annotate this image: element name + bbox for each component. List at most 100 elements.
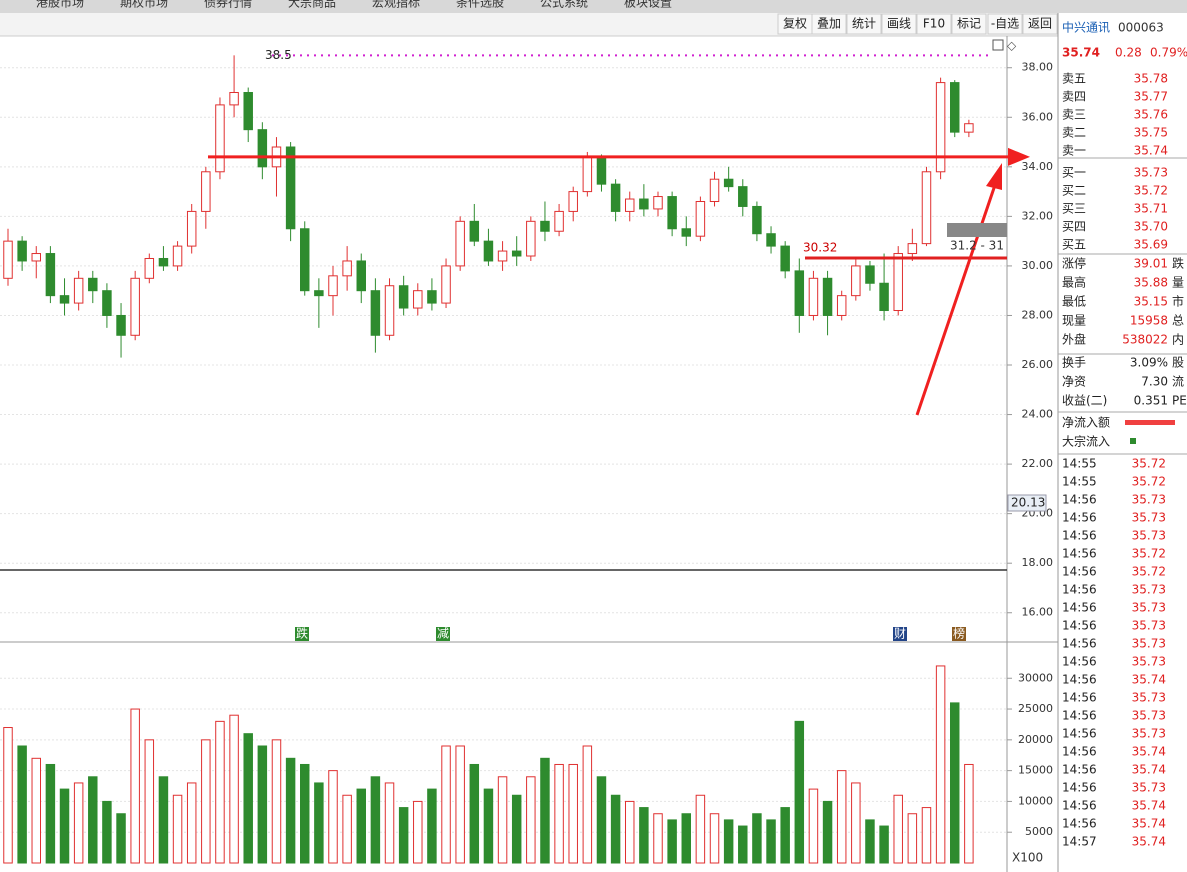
stat-value: 15958	[1130, 314, 1168, 328]
y-tick-label: 34.00	[1022, 160, 1054, 173]
menu-item[interactable]: 港股市场	[36, 0, 84, 10]
volume-bar	[554, 763, 564, 864]
volume-bar	[144, 739, 155, 864]
candle-body	[766, 233, 776, 247]
book-label: 卖五	[1062, 72, 1086, 86]
toolbar-label[interactable]: 统计	[852, 17, 876, 31]
volume-bar	[907, 813, 918, 864]
volume-bar	[201, 739, 211, 864]
candle-body	[540, 220, 550, 232]
book-price: 35.71	[1134, 202, 1168, 216]
stat-label: 外盘	[1062, 332, 1086, 347]
volume-bar	[328, 770, 338, 864]
candle-body	[384, 285, 395, 336]
menu-item[interactable]: 债券行情	[204, 0, 252, 10]
y-tick-label: 10000	[1018, 794, 1053, 807]
tick-price: 35.73	[1132, 709, 1166, 723]
change-pct: 0.79%	[1150, 46, 1187, 60]
event-label[interactable]: 跌	[296, 626, 308, 641]
tick-price: 35.73	[1132, 655, 1166, 669]
menu-item[interactable]: 公式系统	[540, 0, 588, 10]
tick-time: 14:56	[1062, 691, 1097, 705]
tick-price: 35.73	[1132, 619, 1166, 633]
book-price: 35.74	[1134, 144, 1168, 158]
menu-item[interactable]: 大宗商品	[288, 0, 336, 10]
y-tick-label: 5000	[1025, 825, 1053, 838]
stock-name: 中兴通讯	[1062, 20, 1110, 35]
y-tick-label: 26.00	[1022, 358, 1054, 371]
range-label: 31.2 - 31	[950, 239, 1004, 253]
toolbar-button[interactable]	[881, 13, 917, 35]
volume-bar	[300, 763, 310, 864]
volume-bar	[384, 782, 395, 864]
candle-body	[17, 240, 27, 262]
tick-price: 35.74	[1132, 835, 1166, 849]
toolbar-label[interactable]: -自选	[991, 17, 1019, 31]
toolbar-button[interactable]	[951, 13, 987, 35]
volume-bar	[59, 788, 70, 864]
candle-body	[370, 290, 381, 336]
volume-bar	[45, 763, 56, 864]
candle-body	[667, 196, 677, 230]
tick-price: 35.73	[1132, 691, 1166, 705]
candle-body	[215, 104, 225, 173]
toolbar-label[interactable]: 画线	[887, 17, 911, 31]
toolbar-button[interactable]	[916, 13, 952, 35]
volume-bar	[865, 819, 875, 864]
candle-body	[610, 183, 621, 212]
menu-item[interactable]: 宏观指标	[372, 0, 420, 10]
event-marker[interactable]	[952, 627, 966, 641]
volume-bar	[596, 776, 607, 864]
stat-label: 换手	[1062, 356, 1086, 370]
volume-bar	[794, 720, 805, 864]
icon[interactable]: ◇	[1007, 39, 1017, 53]
candle-body	[780, 245, 790, 272]
candle-body	[186, 210, 197, 247]
icon[interactable]	[992, 39, 1004, 51]
volume-bar	[172, 794, 183, 864]
toolbar-label[interactable]: F10	[923, 17, 945, 31]
candle-body	[116, 314, 126, 336]
volume-bar	[215, 720, 225, 864]
event-label[interactable]: 减	[437, 627, 449, 641]
volume-bar	[398, 807, 409, 864]
tick-price: 35.74	[1132, 745, 1166, 759]
toolbar-button[interactable]	[811, 13, 847, 35]
stat-label: 最低	[1062, 295, 1086, 309]
candle-body	[102, 290, 112, 316]
toolbar-button[interactable]	[987, 13, 1023, 35]
toolbar-label[interactable]: 复权	[783, 17, 807, 31]
toolbar-button[interactable]	[1022, 13, 1058, 35]
toolbar-label[interactable]: 叠加	[817, 17, 841, 31]
candle-body	[752, 205, 762, 235]
menu-item[interactable]: 期权市场	[120, 0, 168, 10]
candle-body	[300, 228, 310, 292]
event-marker[interactable]	[893, 627, 907, 641]
event-marker[interactable]	[295, 627, 309, 641]
stat-label: 最高	[1062, 275, 1086, 290]
volume-bar	[17, 745, 27, 864]
candle-body	[935, 82, 946, 173]
high-label: 38.5	[265, 48, 292, 62]
candle-body	[229, 92, 239, 106]
event-marker[interactable]	[436, 627, 450, 641]
volume-bar	[639, 807, 649, 864]
menu-item[interactable]: 条件选股	[456, 0, 504, 10]
candle-body	[723, 178, 734, 188]
stat-suffix: 流	[1172, 375, 1184, 389]
toolbar-label[interactable]: 返回	[1028, 17, 1052, 31]
y-tick-label: 32.00	[1022, 209, 1054, 222]
stat-suffix: PE	[1172, 394, 1187, 408]
event-label[interactable]: 财	[894, 627, 906, 641]
toolbar-label[interactable]: 标记	[957, 17, 981, 31]
book-label: 卖三	[1062, 108, 1086, 122]
tick-price: 35.74	[1132, 799, 1166, 813]
toolbar-button[interactable]	[846, 13, 882, 35]
stat-label: 收益(二)	[1062, 394, 1107, 408]
stat-value: 35.15	[1134, 295, 1168, 309]
event-label[interactable]: 榜	[953, 626, 965, 641]
range-box	[947, 223, 1007, 237]
stat-suffix: 内	[1172, 333, 1184, 347]
menu-item[interactable]: 板块设置	[624, 0, 672, 10]
